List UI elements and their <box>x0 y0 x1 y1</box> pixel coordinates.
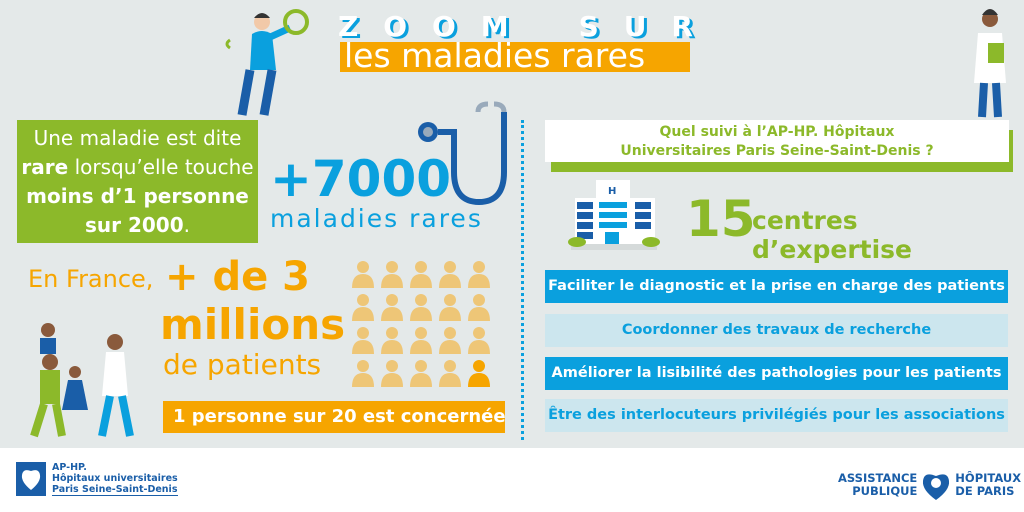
logo-text: Hôpitaux universitaires <box>52 473 178 484</box>
person-icon <box>350 326 379 359</box>
letter: Z <box>338 10 359 43</box>
question-box: Quel suivi à l’AP-HP. Hôpitaux Universit… <box>545 120 1009 162</box>
letter-gap <box>534 10 554 43</box>
definition-text: Une maladie est dite <box>33 126 242 150</box>
hospital-icon: H <box>568 180 660 250</box>
mission-item: Coordonner des travaux de recherche <box>545 314 1008 347</box>
person-icon <box>379 326 408 359</box>
person-icon <box>437 359 466 392</box>
letter: O <box>432 10 456 43</box>
person-icon <box>350 293 379 326</box>
centres-label: centres d’expertise <box>752 206 913 264</box>
rare-disease-label: maladies rares <box>270 204 483 233</box>
divider <box>521 120 524 440</box>
svg-text:H: H <box>608 186 616 197</box>
mission-item: Améliorer la lisibilité des pathologies … <box>545 357 1008 390</box>
de-patients: de patients <box>163 348 322 381</box>
aphp-logo: ASSISTANCE PUBLIQUE HÔPITAUX DE PARIS <box>838 468 1021 502</box>
letter: M <box>480 10 509 43</box>
person-icon <box>408 293 437 326</box>
definition-threshold: moins d’1 personne sur 2000 <box>26 184 249 237</box>
mission-item: Être des interlocuteurs privilégiés pour… <box>545 399 1008 432</box>
person-icon <box>379 293 408 326</box>
person-icon <box>437 293 466 326</box>
family-illustration <box>30 323 134 438</box>
millions: millions <box>160 300 346 349</box>
en-france-label: En France, <box>28 265 154 293</box>
person-icon <box>466 359 495 392</box>
plus-de-3: + de 3 <box>165 254 310 300</box>
letter: O <box>383 10 408 43</box>
person-icon <box>466 293 495 326</box>
person-icon <box>437 260 466 293</box>
centres-count: 15 <box>686 190 756 248</box>
person-icon <box>408 260 437 293</box>
people-grid <box>350 260 495 392</box>
logo-text: ASSISTANCE <box>838 471 918 485</box>
logo-text: HÔPITAUX <box>955 471 1022 485</box>
stethoscope-icon <box>418 101 507 206</box>
letter: R <box>671 10 693 43</box>
person-icon <box>350 260 379 293</box>
person-icon <box>379 260 408 293</box>
person-icon <box>408 359 437 392</box>
aphp-heart-icon <box>923 474 950 500</box>
person-icon <box>350 359 379 392</box>
ratio-banner: 1 personne sur 20 est concernée <box>163 401 506 433</box>
aphp-seine-saint-denis-logo: AP-HP. Hôpitaux universitaires Paris Sei… <box>16 462 178 496</box>
man-magnifier-illustration <box>225 9 309 116</box>
logo-text: AP-HP. <box>52 462 87 473</box>
mission-item: Faciliter le diagnostic et la prise en c… <box>545 270 1008 303</box>
person-icon <box>408 326 437 359</box>
person-icon <box>437 326 466 359</box>
person-icon <box>379 359 408 392</box>
page-title: les maladies rares <box>340 42 690 72</box>
person-icon <box>466 260 495 293</box>
logo-text: DE PARIS <box>955 484 1015 498</box>
letter: U <box>623 10 647 43</box>
letter: S <box>578 10 599 43</box>
person-icon <box>466 326 495 359</box>
aphp-heart-logo-icon <box>16 462 46 496</box>
definition-text: lorsqu’elle touche <box>68 155 254 179</box>
rare-disease-count: +7000 <box>270 150 452 208</box>
definition-rare: rare <box>21 155 69 179</box>
doctor-illustration <box>974 9 1006 118</box>
definition-end: . <box>183 213 190 237</box>
logo-text: PUBLIQUE <box>852 484 918 498</box>
logo-text: Paris Seine-Saint-Denis <box>52 484 178 496</box>
zoom-sur-heading: Z O O M S U R <box>338 10 693 43</box>
definition-box: Une maladie est dite rare lorsqu’elle to… <box>17 120 258 243</box>
